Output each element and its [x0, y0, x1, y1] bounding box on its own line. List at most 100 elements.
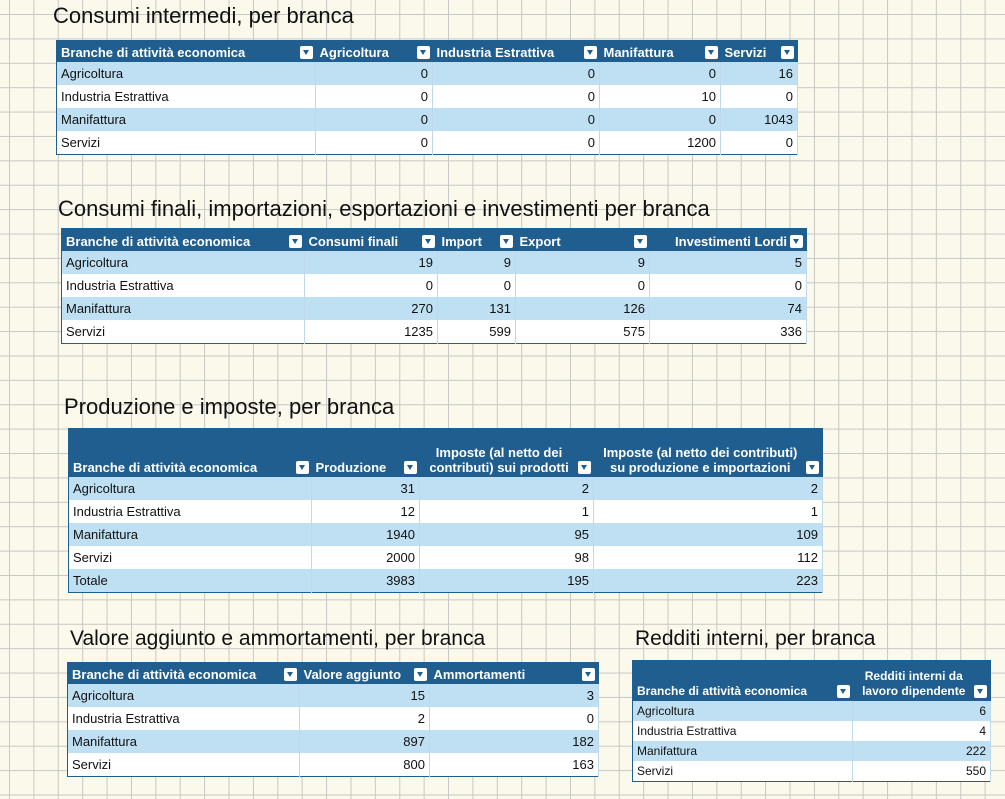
cell-value[interactable]: 31: [311, 476, 420, 500]
cell-value[interactable]: 98: [419, 545, 594, 569]
filter-dropdown-button[interactable]: [299, 45, 313, 59]
cell-value[interactable]: 9: [515, 250, 650, 274]
row-label[interactable]: Manifattura: [68, 522, 312, 546]
cell-value[interactable]: 223: [593, 568, 823, 592]
row-label[interactable]: Agricoltura: [56, 61, 316, 85]
row-label[interactable]: Agricoltura: [632, 700, 853, 721]
cell-value[interactable]: 0: [304, 273, 438, 297]
cell-value[interactable]: 0: [515, 273, 650, 297]
cell-value[interactable]: 74: [649, 296, 807, 320]
filter-dropdown-button[interactable]: [288, 234, 302, 248]
cell-value[interactable]: 6: [852, 700, 991, 721]
cell-value[interactable]: 222: [852, 740, 991, 761]
filter-dropdown-button[interactable]: [806, 460, 819, 474]
row-label[interactable]: Totale: [68, 568, 312, 592]
filter-dropdown-button[interactable]: [403, 460, 417, 474]
cell-value[interactable]: 0: [315, 84, 433, 108]
row-label[interactable]: Industria Estrattiva: [56, 84, 316, 108]
cell-value[interactable]: 0: [720, 84, 798, 108]
cell-value[interactable]: 131: [437, 296, 516, 320]
cell-value[interactable]: 0: [432, 61, 600, 85]
cell-value[interactable]: 163: [429, 752, 599, 776]
row-label[interactable]: Manifattura: [67, 729, 300, 753]
cell-value[interactable]: 2: [419, 476, 594, 500]
filter-dropdown-button[interactable]: [283, 667, 297, 681]
filter-dropdown-button[interactable]: [577, 460, 591, 474]
cell-value[interactable]: 0: [315, 61, 433, 85]
cell-value[interactable]: 0: [315, 107, 433, 131]
filter-dropdown-button[interactable]: [781, 45, 794, 59]
cell-value[interactable]: 0: [720, 130, 798, 154]
cell-value[interactable]: 550: [852, 760, 991, 781]
cell-value[interactable]: 126: [515, 296, 650, 320]
cell-value[interactable]: 1200: [599, 130, 721, 154]
row-label[interactable]: Servizi: [67, 752, 300, 776]
cell-value[interactable]: 0: [437, 273, 516, 297]
cell-value[interactable]: 95: [419, 522, 594, 546]
row-label[interactable]: Servizi: [68, 545, 312, 569]
row-label[interactable]: Servizi: [632, 760, 853, 781]
cell-value[interactable]: 0: [649, 273, 807, 297]
cell-value[interactable]: 182: [429, 729, 599, 753]
cell-value[interactable]: 12: [311, 499, 420, 523]
cell-value[interactable]: 0: [315, 130, 433, 154]
cell-value[interactable]: 109: [593, 522, 823, 546]
cell-value[interactable]: 16: [720, 61, 798, 85]
cell-value[interactable]: 112: [593, 545, 823, 569]
cell-value[interactable]: 3: [429, 683, 599, 707]
filter-dropdown-button[interactable]: [413, 667, 427, 681]
row-label[interactable]: Manifattura: [56, 107, 316, 131]
filter-dropdown-button[interactable]: [704, 45, 718, 59]
cell-value[interactable]: 15: [299, 683, 430, 707]
row-label[interactable]: Industria Estrattiva: [632, 720, 853, 741]
cell-value[interactable]: 19: [304, 250, 438, 274]
filter-dropdown-button[interactable]: [499, 234, 513, 248]
filter-dropdown-button[interactable]: [582, 667, 595, 681]
row-label[interactable]: Servizi: [61, 319, 305, 343]
cell-value[interactable]: 270: [304, 296, 438, 320]
filter-dropdown-button[interactable]: [836, 684, 850, 698]
cell-value[interactable]: 800: [299, 752, 430, 776]
cell-value[interactable]: 336: [649, 319, 807, 343]
filter-dropdown-button[interactable]: [790, 234, 803, 248]
cell-value[interactable]: 1: [593, 499, 823, 523]
header-investimenti-lordi: Investimenti Lordi: [649, 228, 807, 251]
cell-value[interactable]: 2: [593, 476, 823, 500]
cell-value[interactable]: 0: [599, 61, 721, 85]
row-label[interactable]: Manifattura: [61, 296, 305, 320]
cell-value[interactable]: 0: [432, 84, 600, 108]
row-label[interactable]: Servizi: [56, 130, 316, 154]
cell-value[interactable]: 10: [599, 84, 721, 108]
filter-dropdown-button[interactable]: [421, 234, 435, 248]
row-label[interactable]: Industria Estrattiva: [67, 706, 300, 730]
filter-dropdown-button[interactable]: [416, 45, 430, 59]
cell-value[interactable]: 0: [599, 107, 721, 131]
row-label[interactable]: Manifattura: [632, 740, 853, 761]
row-label[interactable]: Industria Estrattiva: [68, 499, 312, 523]
cell-value[interactable]: 2: [299, 706, 430, 730]
row-label[interactable]: Agricoltura: [68, 476, 312, 500]
filter-dropdown-button[interactable]: [295, 460, 309, 474]
cell-value[interactable]: 0: [432, 130, 600, 154]
row-label[interactable]: Agricoltura: [67, 683, 300, 707]
cell-value[interactable]: 5: [649, 250, 807, 274]
cell-value[interactable]: 897: [299, 729, 430, 753]
cell-value[interactable]: 599: [437, 319, 516, 343]
cell-value[interactable]: 1: [419, 499, 594, 523]
cell-value[interactable]: 0: [429, 706, 599, 730]
row-label[interactable]: Industria Estrattiva: [61, 273, 305, 297]
cell-value[interactable]: 3983: [311, 568, 420, 592]
cell-value[interactable]: 1235: [304, 319, 438, 343]
filter-dropdown-button[interactable]: [633, 234, 647, 248]
filter-dropdown-button[interactable]: [974, 684, 987, 698]
cell-value[interactable]: 9: [437, 250, 516, 274]
row-label[interactable]: Agricoltura: [61, 250, 305, 274]
cell-value[interactable]: 195: [419, 568, 594, 592]
cell-value[interactable]: 1940: [311, 522, 420, 546]
cell-value[interactable]: 2000: [311, 545, 420, 569]
cell-value[interactable]: 4: [852, 720, 991, 741]
cell-value[interactable]: 0: [432, 107, 600, 131]
cell-value[interactable]: 1043: [720, 107, 798, 131]
filter-dropdown-button[interactable]: [583, 45, 597, 59]
cell-value[interactable]: 575: [515, 319, 650, 343]
